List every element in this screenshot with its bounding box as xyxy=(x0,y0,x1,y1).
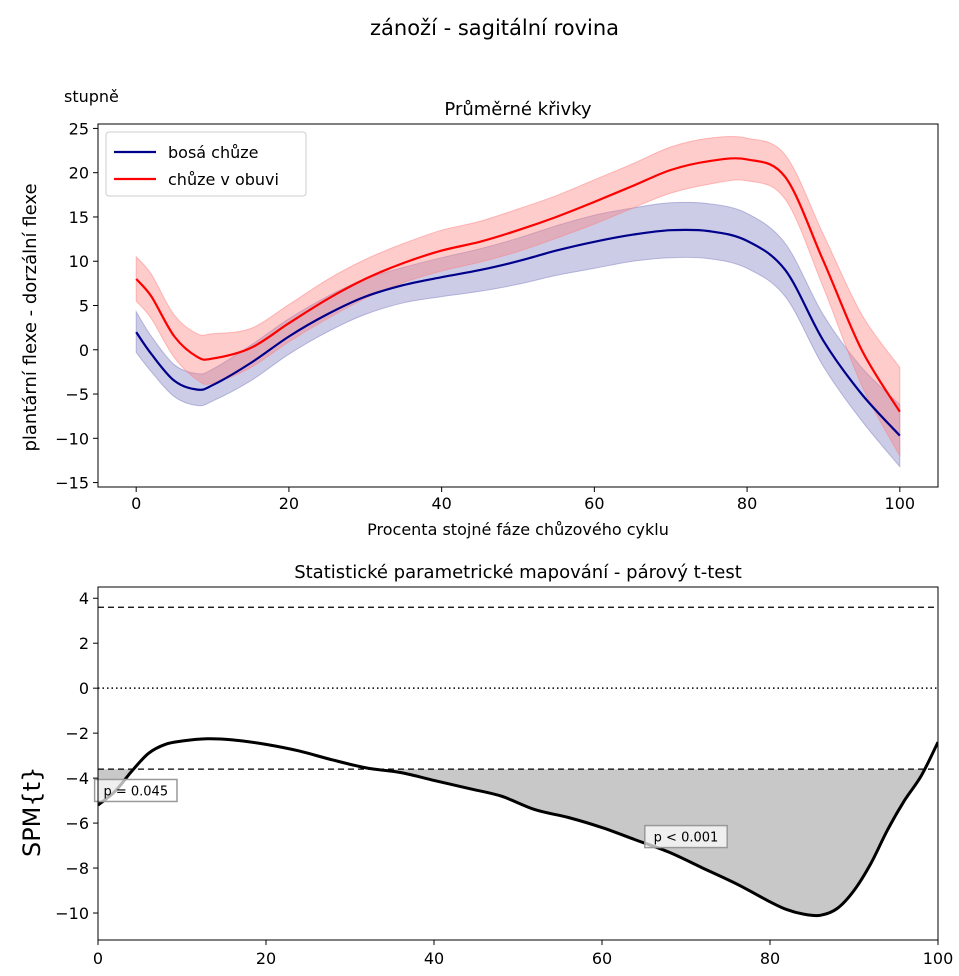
p-value-annotation-1: p < 0.001 xyxy=(644,824,728,849)
y-unit-label: stupně xyxy=(64,87,119,106)
x-tick-label: 40 xyxy=(431,494,451,513)
legend: bosá chůze chůze v obuvi xyxy=(105,131,307,197)
x-tick-label: 60 xyxy=(584,494,604,513)
x-tick-label: 60 xyxy=(592,949,612,968)
mean-curves-chart: Průměrné křivky 0 20 40 60 80 100 −15 −10 −5 0 5 10 1… xyxy=(20,99,939,539)
x-tick-label: 100 xyxy=(885,494,916,513)
sd-band-1 xyxy=(135,136,901,457)
y-axis-label: plantární flexe - dorzální flexe xyxy=(20,183,41,451)
y-tick-label: 0 xyxy=(79,679,89,698)
y-tick-label: −10 xyxy=(55,904,89,923)
y-axis-label: SPM{t} xyxy=(18,767,46,857)
x-tick-label: 0 xyxy=(93,949,103,968)
chart-title: Statistické parametrické mapování - páro… xyxy=(294,562,742,583)
x-axis-label: Procenta stojné fáze chůzového cyklu xyxy=(367,520,669,539)
plot-frame xyxy=(97,586,939,941)
annotation-text: p < 0.001 xyxy=(654,831,719,846)
p-value-annotation-0: p = 0.045 xyxy=(93,778,178,803)
y-tick-label: −15 xyxy=(55,474,89,493)
y-tick-label: −6 xyxy=(65,814,89,833)
annotation-box xyxy=(93,778,178,803)
plot-area xyxy=(98,606,938,918)
spm-t-test-chart: Statistické parametrické mapování - páro… xyxy=(18,562,953,968)
y-tick-label: −5 xyxy=(65,385,89,404)
chart-title: Průměrné křivky xyxy=(444,99,592,120)
mean-line-0 xyxy=(135,228,901,437)
spm-t-curve xyxy=(98,737,938,918)
legend-entry-0: bosá chůze xyxy=(168,143,259,162)
mean-line-1 xyxy=(135,157,901,413)
legend-entry-1: chůze v obuvi xyxy=(168,170,279,189)
y-tick-label: 20 xyxy=(69,164,89,183)
x-tick-label: 80 xyxy=(737,494,757,513)
annotation-box xyxy=(644,824,728,849)
y-tick-label: −2 xyxy=(65,724,89,743)
y-tick-label: 25 xyxy=(69,119,89,138)
y-tick-label: 4 xyxy=(79,589,89,608)
x-tick-label: 100 xyxy=(923,949,954,968)
y-tick-label: −4 xyxy=(65,769,89,788)
x-tick-label: 20 xyxy=(256,949,276,968)
y-tick-label: 2 xyxy=(79,634,89,653)
x-tick-label: 0 xyxy=(131,494,141,513)
y-tick-label: 10 xyxy=(69,252,89,271)
annotation-text: p = 0.045 xyxy=(103,784,168,799)
y-tick-label: 5 xyxy=(79,297,89,316)
x-tick-label: 80 xyxy=(760,949,780,968)
y-tick-label: 0 xyxy=(79,341,89,360)
y-tick-label: −10 xyxy=(55,429,89,448)
cluster-area xyxy=(98,769,925,916)
x-tick-label: 40 xyxy=(424,949,444,968)
x-tick-label: 20 xyxy=(279,494,299,513)
page-title: zánoží - sagitální rovina xyxy=(370,16,620,40)
y-tick-label: 15 xyxy=(69,208,89,227)
y-tick-label: −8 xyxy=(65,859,89,878)
